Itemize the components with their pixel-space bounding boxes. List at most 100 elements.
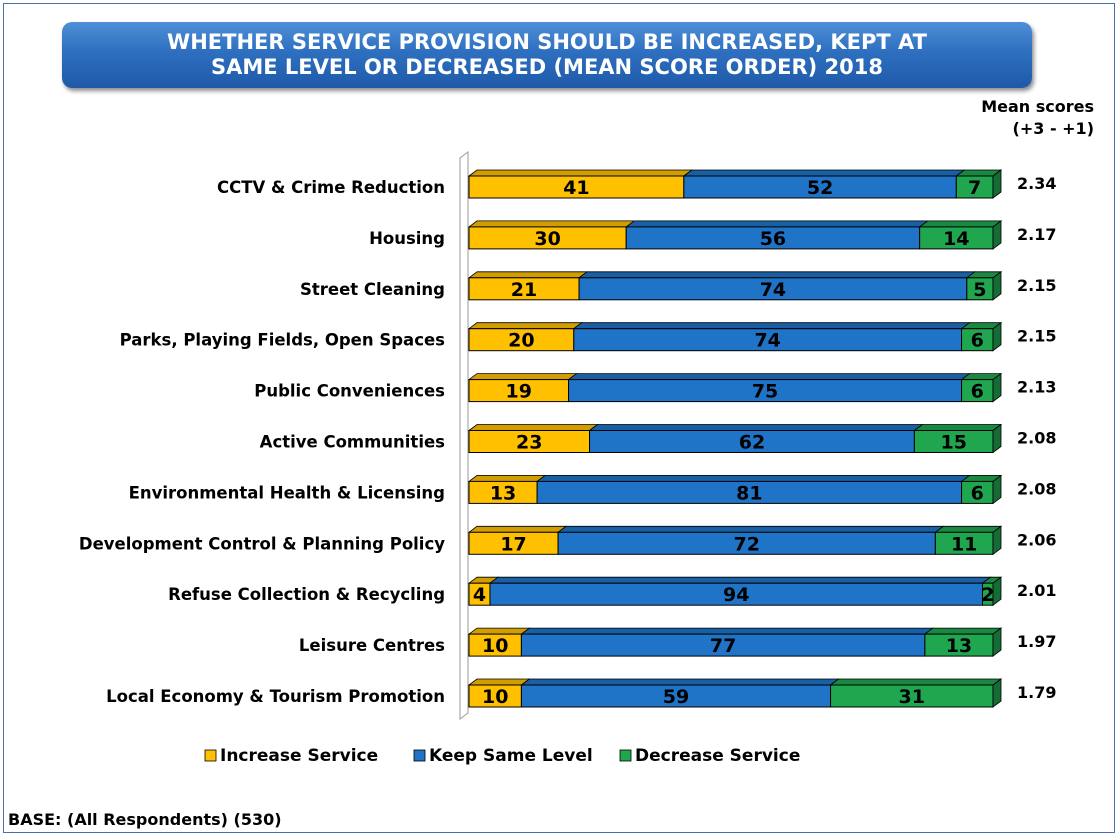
bar-side-face xyxy=(992,372,1002,403)
category-label: Public Conveniences xyxy=(254,382,445,401)
mean-score-label: 2.17 xyxy=(1017,225,1056,244)
bar-top-face xyxy=(467,424,599,431)
mean-score-label: 2.06 xyxy=(1017,530,1056,549)
bar-value-label: 15 xyxy=(940,432,966,454)
legend-swatch xyxy=(619,749,632,762)
category-label: Leisure Centres xyxy=(299,636,445,655)
bar-top-face xyxy=(467,169,694,177)
bar-value-label: 74 xyxy=(754,330,780,352)
bar-side-face xyxy=(992,627,1002,657)
category-label: Street Cleaning xyxy=(300,280,445,299)
mean-score-label: 2.01 xyxy=(1017,581,1056,600)
mean-score-label: 2.15 xyxy=(1017,327,1056,346)
bar-top-face xyxy=(572,322,971,330)
mean-score-label: 2.34 xyxy=(1017,174,1056,193)
bar-value-label: 59 xyxy=(663,686,689,708)
category-label: Housing xyxy=(369,229,445,248)
bar-value-label: 56 xyxy=(760,228,786,250)
bar-top-face xyxy=(467,525,568,533)
bar-value-label: 6 xyxy=(971,381,984,403)
base-note: BASE: (All Respondents) (530) xyxy=(8,810,282,829)
bar-side-face xyxy=(992,423,1002,454)
bar-value-label: 72 xyxy=(733,533,759,555)
bar-value-label: 31 xyxy=(899,686,925,708)
category-label: Parks, Playing Fields, Open Spaces xyxy=(120,331,446,350)
bar-value-label: 20 xyxy=(508,330,534,352)
bar-top-face xyxy=(535,474,971,482)
bar-value-label: 7 xyxy=(968,177,981,199)
bar-value-label: 13 xyxy=(946,635,972,657)
bar-top-face xyxy=(913,424,1003,431)
category-label: Local Economy & Tourism Promotion xyxy=(106,687,445,706)
bar-top-face xyxy=(467,627,531,635)
bar-value-label: 77 xyxy=(710,635,736,657)
bar-value-label: 4 xyxy=(473,584,486,606)
bar-top-face xyxy=(488,576,992,584)
category-label: Active Communities xyxy=(260,433,445,452)
bar-value-label: 52 xyxy=(807,177,833,199)
chart-title-line-2: SAME LEVEL OR DECREASED (MEAN SCORE ORDE… xyxy=(211,55,883,79)
legend-swatch xyxy=(204,749,217,762)
bar-top-face xyxy=(467,678,531,686)
bar-top-face xyxy=(682,169,966,177)
bar-value-label: 23 xyxy=(516,432,542,454)
bar-value-label: 75 xyxy=(752,381,778,403)
bar-side-face xyxy=(992,576,1002,607)
bar-top-face xyxy=(829,678,1003,686)
mean-score-label: 2.13 xyxy=(1017,378,1056,397)
bar-value-label: 17 xyxy=(500,533,526,555)
category-label: Refuse Collection & Recycling xyxy=(168,585,445,604)
chart-depth-wall xyxy=(459,151,469,720)
legend-swatch xyxy=(413,749,426,762)
bar-top-face xyxy=(520,627,935,635)
bar-value-label: 94 xyxy=(723,584,749,606)
bar-value-label: 81 xyxy=(736,482,762,504)
bar-value-label: 62 xyxy=(739,432,765,454)
mean-scores-header-line-2: (+3 - +1) xyxy=(1012,119,1094,138)
bar-value-label: 6 xyxy=(971,482,984,504)
mean-score-label: 1.97 xyxy=(1017,632,1056,651)
bar-top-face xyxy=(467,271,589,279)
bar-side-face xyxy=(992,220,1002,250)
bar-value-label: 13 xyxy=(490,482,516,504)
bar-value-label: 11 xyxy=(951,533,977,555)
bar-value-label: 6 xyxy=(971,330,984,352)
bar-top-face xyxy=(923,627,1003,635)
bar-top-face xyxy=(467,322,583,330)
bar-value-label: 10 xyxy=(482,635,508,657)
bar-value-label: 19 xyxy=(506,381,532,403)
bar-top-face xyxy=(918,220,1003,228)
bar-value-label: 21 xyxy=(511,279,537,301)
bar-side-face xyxy=(992,270,1002,301)
legend-label: Decrease Service xyxy=(635,746,800,766)
category-label: Development Control & Planning Policy xyxy=(79,534,445,553)
bar-side-face xyxy=(992,525,1002,556)
category-label: Environmental Health & Licensing xyxy=(129,483,445,502)
bar-side-face xyxy=(992,321,1002,352)
bar-top-face xyxy=(567,373,971,381)
bar-top-face xyxy=(577,271,976,279)
mean-score-label: 2.08 xyxy=(1017,479,1056,498)
category-label: CCTV & Crime Reduction xyxy=(217,178,445,197)
mean-score-label: 2.08 xyxy=(1017,429,1056,448)
bar-top-face xyxy=(625,220,929,228)
bar-top-face xyxy=(934,525,1003,533)
bar-value-label: 2 xyxy=(981,584,994,606)
mean-score-label: 1.79 xyxy=(1017,683,1056,702)
legend-label: Increase Service xyxy=(220,746,378,766)
chart-title-line-1: WHETHER SERVICE PROVISION SHOULD BE INCR… xyxy=(167,30,927,54)
bar-top-face xyxy=(467,474,547,482)
bar-top-face xyxy=(556,525,945,533)
bar-top-face xyxy=(467,220,636,228)
bar-side-face xyxy=(992,678,1002,708)
bar-value-label: 41 xyxy=(563,177,589,199)
mean-scores-header-line-1: Mean scores xyxy=(981,97,1094,116)
bar-top-face xyxy=(588,424,924,431)
bar-value-label: 5 xyxy=(973,279,986,301)
bar-side-face xyxy=(992,169,1002,199)
bar-side-face xyxy=(992,474,1002,505)
chart-title: WHETHER SERVICE PROVISION SHOULD BE INCR… xyxy=(62,22,1032,88)
chart-frame xyxy=(3,3,1115,833)
bar-value-label: 10 xyxy=(482,686,508,708)
